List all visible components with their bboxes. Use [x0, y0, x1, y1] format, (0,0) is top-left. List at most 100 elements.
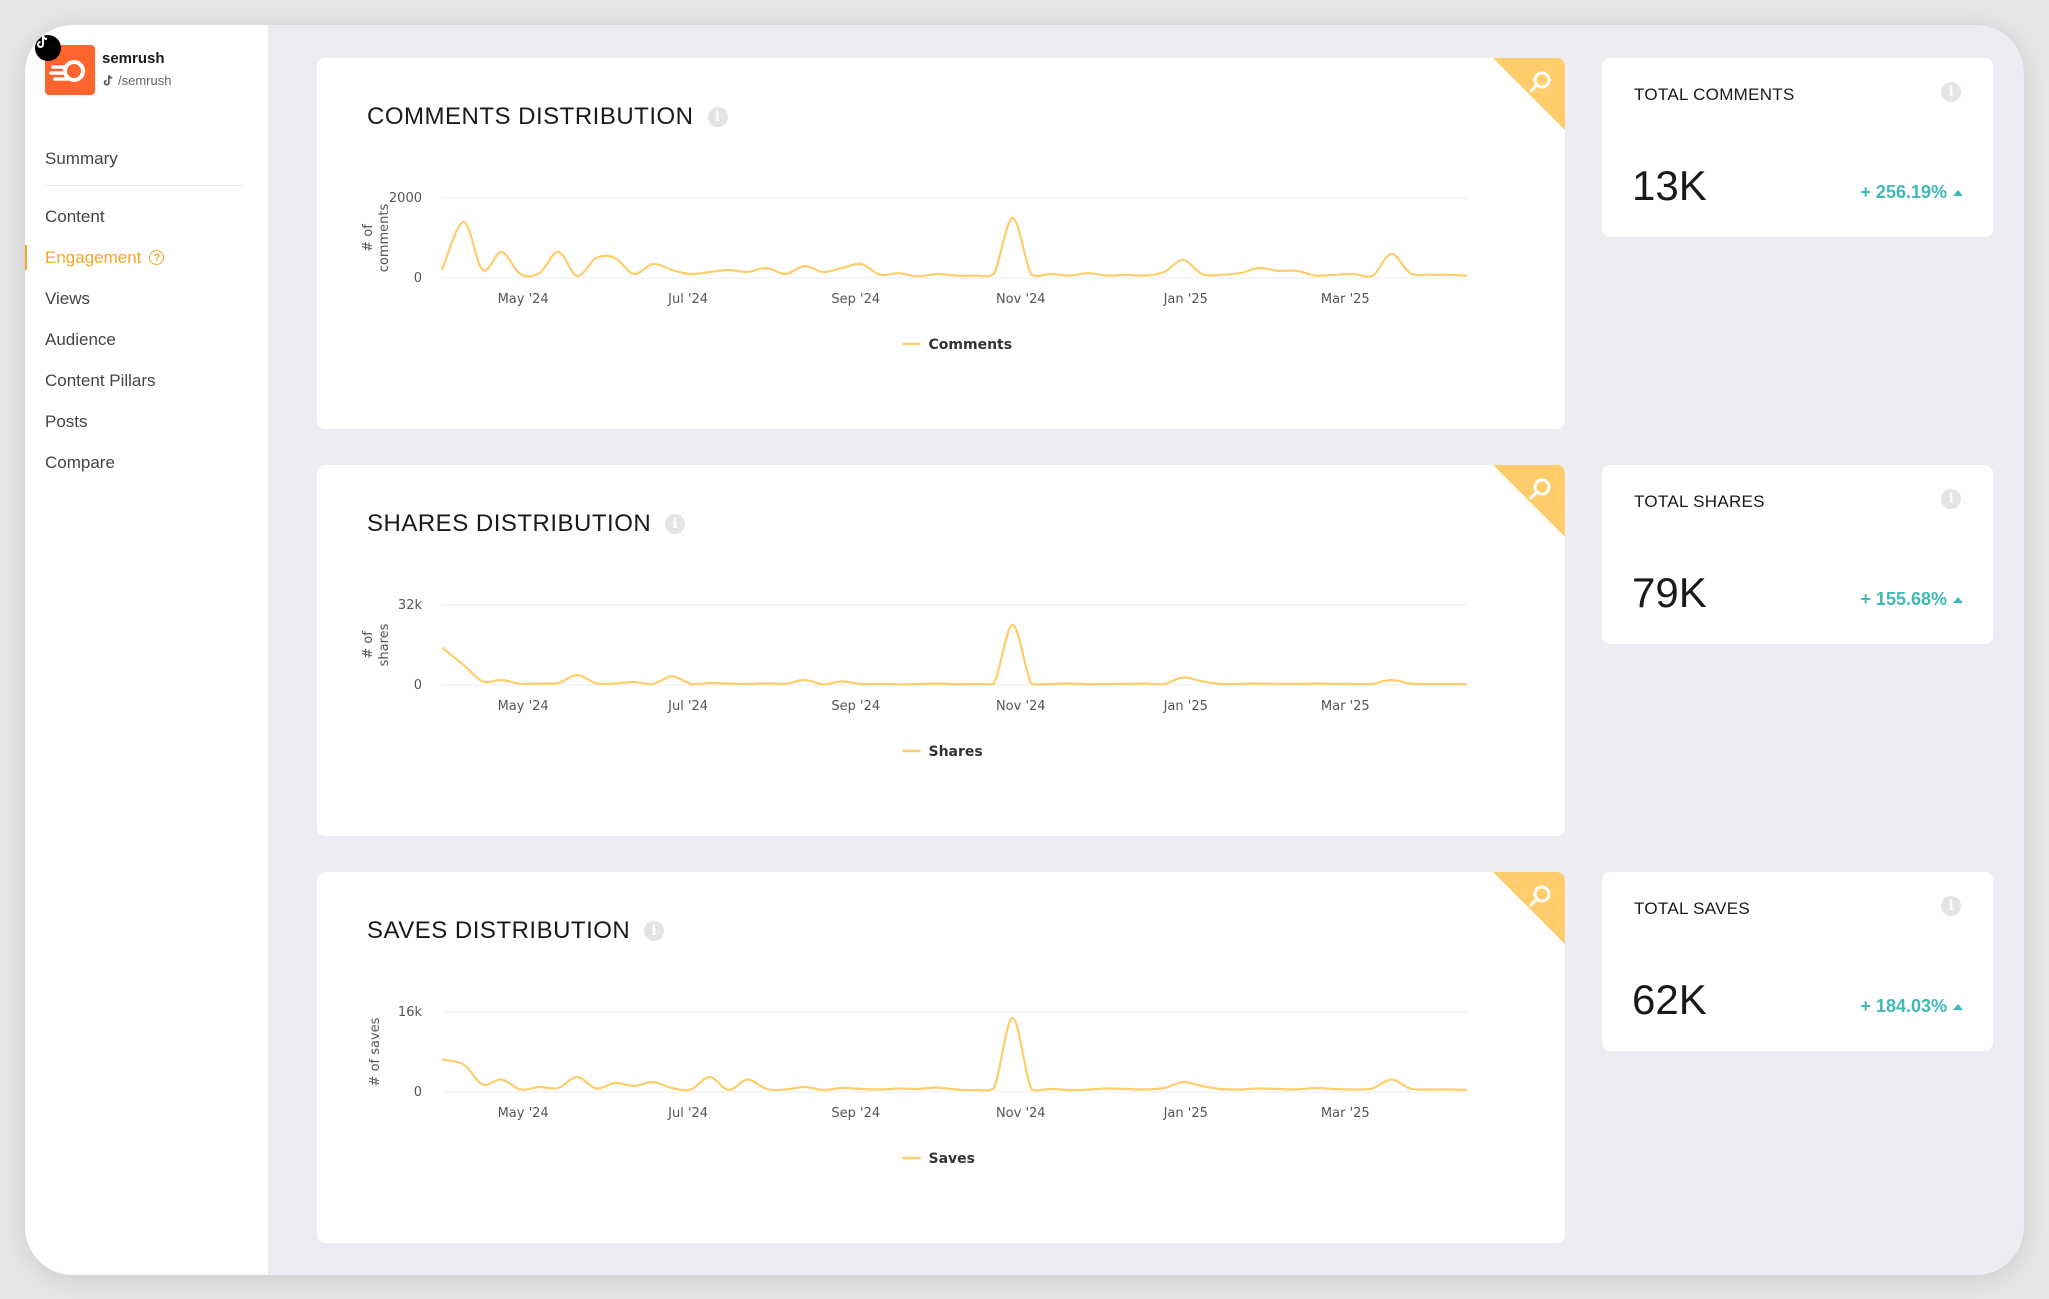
comments-distribution-card: COMMENTS DISTRIBUTION i 2000 0 # ofcomment… — [317, 58, 1565, 429]
sidebar-item-views[interactable]: Views — [25, 278, 268, 319]
sidebar-item-label: Content — [45, 206, 105, 226]
x-tick-label: Mar '25 — [1321, 1106, 1370, 1121]
y-axis-label: # ofcomments — [361, 204, 392, 273]
sidebar-item-posts[interactable]: Posts — [25, 401, 268, 442]
x-tick-label: May '24 — [498, 292, 549, 307]
x-tick-label: Sep '24 — [831, 699, 880, 714]
sidebar-nav: Summary Content Engagement? Views Audien… — [25, 138, 268, 483]
series-line — [440, 216, 1468, 278]
x-tick-label: Mar '25 — [1321, 292, 1370, 307]
x-tick-label: Jul '24 — [667, 699, 708, 714]
series-line — [441, 1016, 1468, 1092]
stat-label: TOTAL SHARES — [1634, 492, 1765, 511]
total-shares-card: TOTAL SHARES i 79K + 155.68% — [1602, 465, 1993, 644]
info-icon[interactable]: i — [1941, 82, 1961, 102]
comments-line-chart[interactable]: 2000 0 # ofcomments May '24 Jul '24 Sep '24 No… — [357, 178, 1507, 378]
arrow-up-icon — [1953, 1003, 1963, 1010]
y-axis-label: # ofshares — [361, 623, 392, 666]
stat-label: TOTAL COMMENTS — [1634, 85, 1795, 104]
info-icon[interactable]: i — [707, 107, 728, 127]
legend-label: Shares — [929, 744, 983, 760]
x-tick-label: Sep '24 — [831, 1106, 880, 1121]
zoom-corner-button[interactable] — [1493, 465, 1565, 537]
chart-title-text: COMMENTS DISTRIBUTION — [367, 103, 694, 130]
x-tick-label: Jan '25 — [1163, 699, 1208, 714]
stat-change-text: + 184.03% — [1860, 996, 1947, 1016]
x-tick-label: Sep '24 — [831, 292, 880, 307]
y-axis-label: # of saves — [368, 1017, 383, 1086]
sidebar-item-compare[interactable]: Compare — [25, 442, 268, 483]
tiktok-small-icon — [103, 75, 113, 86]
brand-handle[interactable]: /semrush — [102, 73, 171, 88]
chart-title: SHARES DISTRIBUTION i — [367, 510, 686, 538]
y-tick-label: 2000 — [389, 191, 422, 206]
y-tick-label: 0 — [414, 678, 422, 693]
zoom-corner-button[interactable] — [1493, 872, 1565, 944]
sidebar-item-content-pillars[interactable]: Content Pillars — [25, 360, 268, 401]
sidebar-item-label: Audience — [45, 329, 116, 349]
question-icon[interactable]: ? — [149, 250, 165, 265]
sidebar-item-label: Summary — [45, 148, 118, 168]
info-icon[interactable]: i — [644, 921, 665, 941]
y-tick-label: 16k — [398, 1005, 423, 1020]
info-icon[interactable]: i — [1941, 489, 1961, 509]
chart-title: SAVES DISTRIBUTION i — [367, 917, 665, 945]
x-tick-label: Mar '25 — [1321, 699, 1370, 714]
stat-change: + 184.03% — [1860, 996, 1963, 1017]
sidebar-item-audience[interactable]: Audience — [25, 319, 268, 360]
app-window: semrush /semrush Summary Content Engagem… — [25, 25, 2024, 1275]
stat-change-text: + 256.19% — [1860, 182, 1947, 202]
sidebar-item-label: Engagement — [45, 247, 142, 267]
stat-label: TOTAL SAVES — [1634, 899, 1751, 918]
x-tick-label: May '24 — [498, 1106, 549, 1121]
brand-name: semrush — [102, 50, 165, 67]
series-line — [441, 623, 1468, 686]
arrow-up-icon — [1953, 189, 1963, 196]
legend-label: Comments — [929, 337, 1013, 353]
total-saves-card: TOTAL SAVES i 62K + 184.03% — [1602, 872, 1993, 1051]
total-comments-card: TOTAL COMMENTS i 13K + 256.19% — [1602, 58, 1993, 237]
x-tick-label: Jul '24 — [667, 292, 708, 307]
search-icon — [1529, 71, 1551, 93]
brand-header: semrush /semrush — [35, 35, 265, 105]
stat-value: 62K — [1632, 976, 1707, 1023]
shares-distribution-card: SHARES DISTRIBUTION i 32k 0 # ofshares May … — [317, 465, 1565, 836]
y-tick-label: 0 — [414, 1085, 422, 1100]
y-tick-label: 0 — [414, 271, 422, 286]
sidebar: semrush /semrush Summary Content Engagem… — [25, 25, 268, 1275]
search-icon — [1529, 478, 1551, 500]
chart-title-text: SHARES DISTRIBUTION — [367, 510, 652, 537]
x-tick-label: Nov '24 — [996, 292, 1046, 307]
saves-distribution-card: SAVES DISTRIBUTION i 16k 0 # of saves May '… — [317, 872, 1565, 1243]
shares-line-chart[interactable]: 32k 0 # ofshares May '24 Jul '24 Sep '24 Nov '… — [357, 585, 1507, 785]
saves-line-chart[interactable]: 16k 0 # of saves May '24 Jul '24 Sep '24 Nov '… — [357, 992, 1507, 1192]
sidebar-item-label: Content Pillars — [45, 370, 156, 390]
x-tick-label: Nov '24 — [996, 1106, 1046, 1121]
sidebar-item-label: Views — [45, 288, 91, 308]
nav-divider — [45, 185, 245, 186]
legend-label: Saves — [929, 1151, 975, 1167]
semrush-logo — [35, 35, 95, 95]
sidebar-item-label: Compare — [45, 452, 115, 472]
stat-change: + 256.19% — [1860, 182, 1963, 203]
stat-value: 13K — [1632, 162, 1707, 209]
info-icon[interactable]: i — [665, 514, 686, 534]
chart-title-text: SAVES DISTRIBUTION — [367, 917, 631, 944]
chart-title: COMMENTS DISTRIBUTION i — [367, 103, 728, 131]
info-icon[interactable]: i — [1941, 896, 1961, 916]
sidebar-item-summary[interactable]: Summary — [25, 138, 268, 179]
brand-handle-text: /semrush — [118, 73, 172, 88]
search-icon — [1529, 885, 1551, 907]
stat-change: + 155.68% — [1860, 589, 1963, 610]
x-tick-label: Nov '24 — [996, 699, 1046, 714]
sidebar-item-engagement[interactable]: Engagement? — [25, 237, 268, 278]
tiktok-icon — [35, 35, 61, 61]
zoom-corner-button[interactable] — [1493, 58, 1565, 130]
stat-change-text: + 155.68% — [1860, 589, 1947, 609]
x-tick-label: May '24 — [498, 699, 549, 714]
y-tick-label: 32k — [398, 598, 423, 613]
x-tick-label: Jan '25 — [1163, 292, 1208, 307]
x-tick-label: Jul '24 — [667, 1106, 708, 1121]
sidebar-item-content[interactable]: Content — [25, 196, 268, 237]
sidebar-item-label: Posts — [45, 411, 88, 431]
